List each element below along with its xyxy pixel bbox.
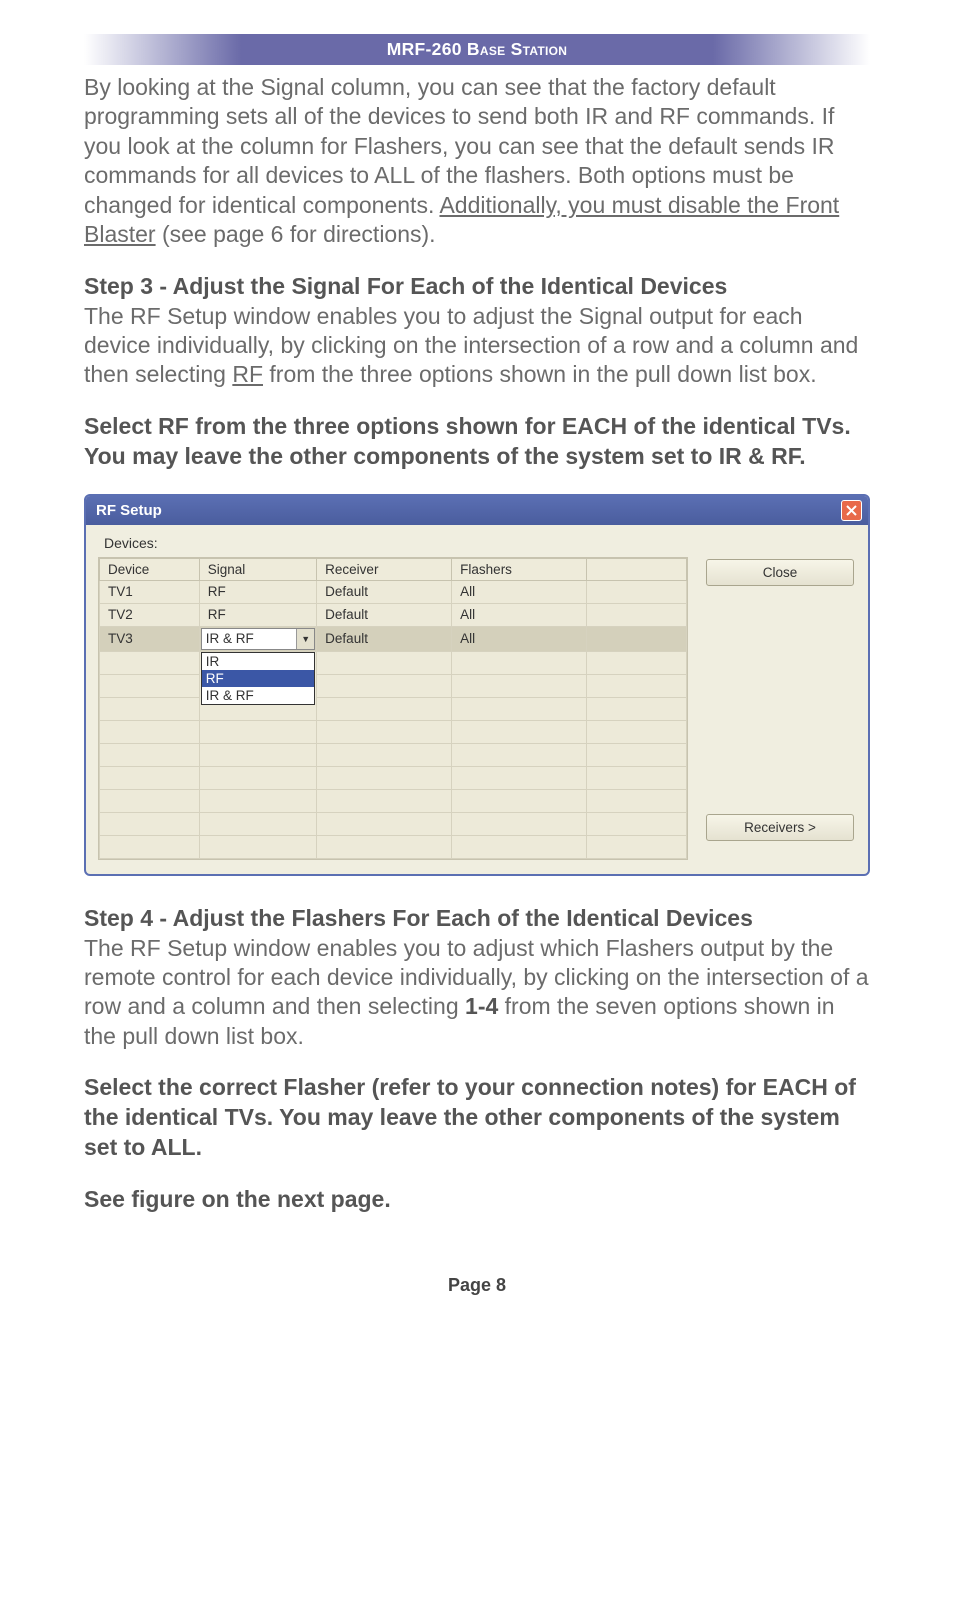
col-header[interactable]: Flashers [452, 558, 587, 580]
rf-titlebar: RF Setup [86, 496, 868, 525]
device-cell[interactable]: TV1 [100, 580, 200, 603]
empty-cell [452, 835, 587, 858]
empty-cell [199, 835, 316, 858]
empty-cell [587, 580, 687, 603]
col-header[interactable]: Device [100, 558, 200, 580]
empty-cell [587, 697, 687, 720]
step4-block: Step 4 - Adjust the Flashers For Each of… [84, 904, 870, 1052]
chevron-down-icon[interactable]: ▼ [296, 629, 314, 649]
step4-title: Step 4 - Adjust the Flashers For Each of… [84, 905, 753, 931]
empty-cell [587, 743, 687, 766]
empty-cell [199, 789, 316, 812]
signal-dropdown[interactable]: IRRFIR & RF [201, 652, 315, 705]
empty-cell [100, 651, 200, 674]
intro-paragraph: By looking at the Signal column, you can… [84, 73, 870, 250]
step3-title: Step 3 - Adjust the Signal For Each of t… [84, 273, 727, 299]
empty-cell [587, 626, 687, 651]
empty-cell [100, 743, 200, 766]
device-cell[interactable]: TV3 [100, 626, 200, 651]
dropdown-option[interactable]: IR [202, 653, 314, 670]
device-cell[interactable]: TV2 [100, 603, 200, 626]
signal-cell[interactable]: IR & RF ▼ [199, 626, 316, 651]
signal-cell[interactable]: RF [199, 580, 316, 603]
signal-combo[interactable]: IR & RF ▼ [201, 628, 315, 650]
step3-body-under: RF [232, 361, 263, 387]
empty-cell [317, 812, 452, 835]
dropdown-cell: IRRFIR & RF [199, 651, 316, 720]
empty-cell [199, 766, 316, 789]
step3-body-post: from the three options shown in the pull… [263, 361, 817, 387]
dropdown-option[interactable]: RF [202, 670, 314, 687]
empty-cell [199, 743, 316, 766]
empty-cell [317, 720, 452, 743]
close-button[interactable]: Close [706, 559, 854, 586]
table-row[interactable]: TV1RFDefaultAll [100, 580, 687, 603]
empty-cell [452, 651, 587, 674]
page-number: Page 8 [84, 1275, 870, 1296]
empty-cell [587, 720, 687, 743]
empty-cell [452, 766, 587, 789]
empty-cell [100, 720, 200, 743]
empty-cell [100, 674, 200, 697]
receiver-cell[interactable]: Default [317, 626, 452, 651]
empty-cell [452, 789, 587, 812]
flashers-cell[interactable]: All [452, 626, 587, 651]
empty-cell [317, 697, 452, 720]
close-icon[interactable] [841, 500, 862, 521]
col-header[interactable]: Receiver [317, 558, 452, 580]
empty-cell [317, 835, 452, 858]
empty-cell [317, 766, 452, 789]
empty-cell [587, 766, 687, 789]
rf-title-text: RF Setup [96, 502, 162, 519]
flashers-cell[interactable]: All [452, 580, 587, 603]
empty-cell [587, 835, 687, 858]
devices-table: DeviceSignalReceiverFlashersTV1RFDefault… [98, 557, 688, 860]
empty-cell [100, 766, 200, 789]
intro-post: (see page 6 for directions). [156, 221, 436, 247]
empty-cell [587, 651, 687, 674]
table-row[interactable]: TV2RFDefaultAll [100, 603, 687, 626]
receiver-cell[interactable]: Default [317, 603, 452, 626]
flashers-cell[interactable]: All [452, 603, 587, 626]
page-header: MRF-260 Base Station [84, 34, 870, 65]
empty-cell [317, 743, 452, 766]
receiver-cell[interactable]: Default [317, 580, 452, 603]
empty-cell [452, 720, 587, 743]
col-header[interactable] [587, 558, 687, 580]
empty-cell [199, 812, 316, 835]
signal-cell[interactable]: RF [199, 603, 316, 626]
empty-cell [317, 651, 452, 674]
empty-cell [100, 812, 200, 835]
empty-cell [199, 720, 316, 743]
empty-cell [452, 697, 587, 720]
rf-setup-window: RF Setup Devices: DeviceSignalReceiverFl… [84, 494, 870, 876]
empty-cell [317, 674, 452, 697]
see-figure: See figure on the next page. [84, 1185, 870, 1215]
devices-label: Devices: [98, 535, 856, 557]
empty-cell [587, 603, 687, 626]
empty-cell [587, 789, 687, 812]
empty-cell [100, 789, 200, 812]
empty-cell [452, 812, 587, 835]
step4-instruction: Select the correct Flasher (refer to you… [84, 1073, 870, 1163]
empty-cell [317, 789, 452, 812]
dropdown-option[interactable]: IR & RF [202, 687, 314, 704]
step3-instruction: Select RF from the three options shown f… [84, 412, 870, 472]
step3-block: Step 3 - Adjust the Signal For Each of t… [84, 272, 870, 390]
col-header[interactable]: Signal [199, 558, 316, 580]
empty-cell [452, 674, 587, 697]
combo-value: IR & RF [206, 631, 254, 646]
empty-cell [100, 835, 200, 858]
table-row[interactable]: TV3 IR & RF ▼DefaultAll [100, 626, 687, 651]
empty-cell [452, 743, 587, 766]
receivers-button[interactable]: Receivers > [706, 814, 854, 841]
empty-cell [100, 697, 200, 720]
step4-body-bold: 1-4 [465, 993, 498, 1019]
empty-cell [587, 674, 687, 697]
empty-cell [587, 812, 687, 835]
